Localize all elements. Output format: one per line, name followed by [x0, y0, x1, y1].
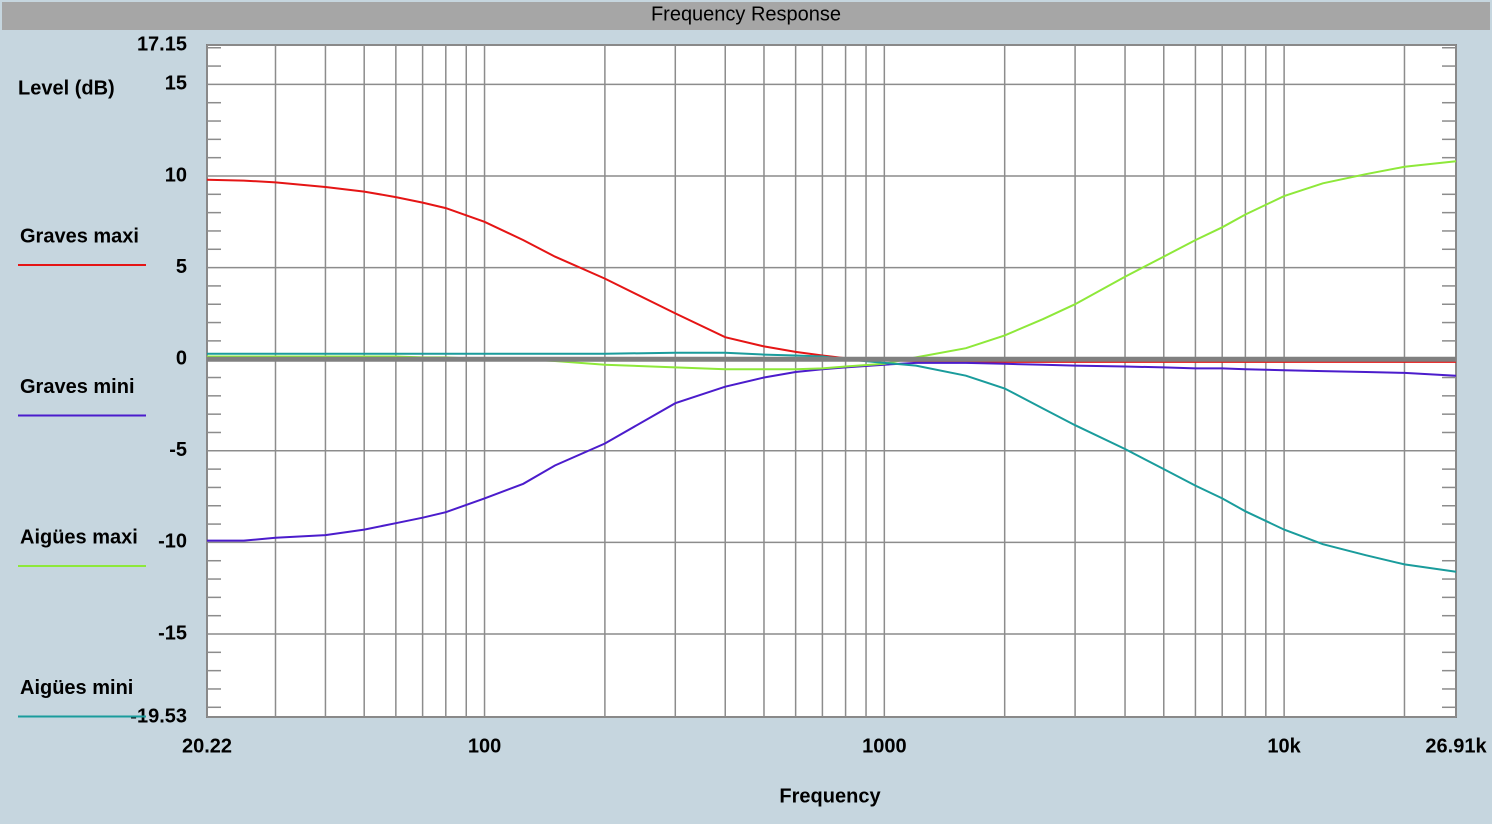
legend-label: Aigües mini: [20, 677, 133, 699]
y-tick-label: 0: [176, 347, 187, 369]
x-axis-label: Frequency: [779, 785, 881, 807]
chart-title: Frequency Response: [651, 3, 841, 25]
y-axis-label: Level (dB): [18, 77, 115, 99]
y-tick-label: -10: [158, 531, 187, 553]
y-tick-label: 15: [165, 73, 187, 95]
legend-label: Graves maxi: [20, 225, 139, 247]
y-tick-label: 5: [176, 256, 187, 278]
plot-area: [206, 44, 1457, 718]
y-tick-label: -15: [158, 622, 187, 644]
legend-label: Aigües maxi: [20, 526, 138, 548]
x-tick-label: 20.22: [182, 735, 232, 757]
y-tick-label: -19.53: [130, 705, 187, 727]
x-tick-label: 10k: [1267, 735, 1301, 757]
legend-label: Graves mini: [20, 376, 135, 398]
y-tick-label: 17.15: [137, 33, 187, 55]
x-tick-label: 100: [468, 735, 501, 757]
title-bar: [2, 2, 1490, 30]
x-tick-label: 1000: [862, 735, 907, 757]
x-tick-label: 26.91k: [1425, 735, 1487, 757]
y-tick-label: 10: [165, 164, 187, 186]
y-tick-label: -5: [169, 439, 187, 461]
